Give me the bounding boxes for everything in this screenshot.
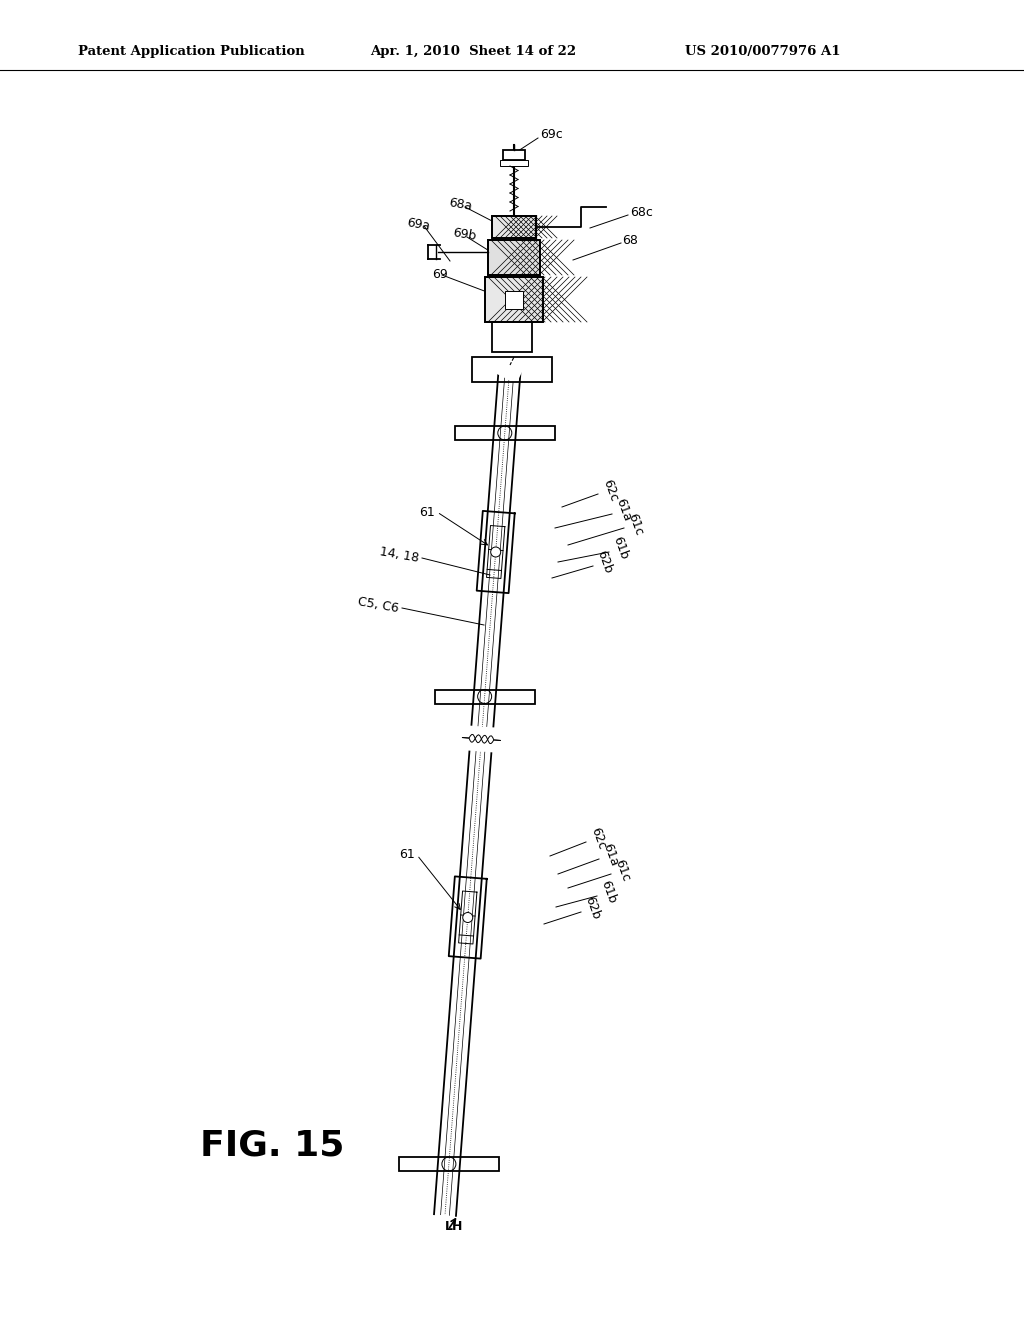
- Text: US 2010/0077976 A1: US 2010/0077976 A1: [685, 45, 841, 58]
- Circle shape: [463, 912, 473, 923]
- Bar: [472, 356, 552, 381]
- Circle shape: [490, 546, 501, 557]
- Text: 62c: 62c: [588, 825, 608, 851]
- Bar: [399, 1158, 499, 1171]
- Text: 62c: 62c: [600, 477, 620, 503]
- Text: 62b: 62b: [594, 549, 614, 576]
- Text: 69a: 69a: [406, 216, 431, 234]
- Text: 69b: 69b: [452, 227, 477, 243]
- Bar: [485, 277, 543, 322]
- Text: 14, 18: 14, 18: [379, 545, 420, 565]
- Text: 61a: 61a: [613, 496, 633, 523]
- Text: 69c: 69c: [540, 128, 563, 141]
- Bar: [488, 240, 540, 275]
- Bar: [492, 322, 532, 352]
- Bar: [434, 689, 535, 704]
- Bar: [492, 216, 536, 238]
- Text: C5, C6: C5, C6: [357, 595, 400, 615]
- Text: FIG. 15: FIG. 15: [200, 1129, 344, 1162]
- Bar: [492, 216, 536, 238]
- Text: 68: 68: [622, 234, 638, 247]
- Bar: [500, 160, 528, 166]
- Text: 61: 61: [419, 506, 435, 519]
- Text: 68a: 68a: [449, 197, 473, 214]
- Text: 68c: 68c: [630, 206, 653, 219]
- Text: 61c: 61c: [612, 857, 632, 883]
- Bar: [505, 290, 523, 309]
- Bar: [455, 426, 555, 440]
- Text: Apr. 1, 2010  Sheet 14 of 22: Apr. 1, 2010 Sheet 14 of 22: [370, 45, 577, 58]
- Text: 62b: 62b: [582, 895, 602, 921]
- Text: 61c: 61c: [625, 511, 645, 537]
- Bar: [503, 150, 525, 160]
- Text: Patent Application Publication: Patent Application Publication: [78, 45, 305, 58]
- Bar: [488, 240, 540, 275]
- Text: 61a: 61a: [600, 842, 621, 869]
- Text: 61b: 61b: [610, 535, 631, 561]
- Text: 61b: 61b: [598, 879, 618, 906]
- Text: 69: 69: [432, 268, 447, 281]
- Bar: [485, 277, 543, 322]
- Text: 61: 61: [399, 849, 415, 862]
- Text: LH: LH: [445, 1221, 464, 1233]
